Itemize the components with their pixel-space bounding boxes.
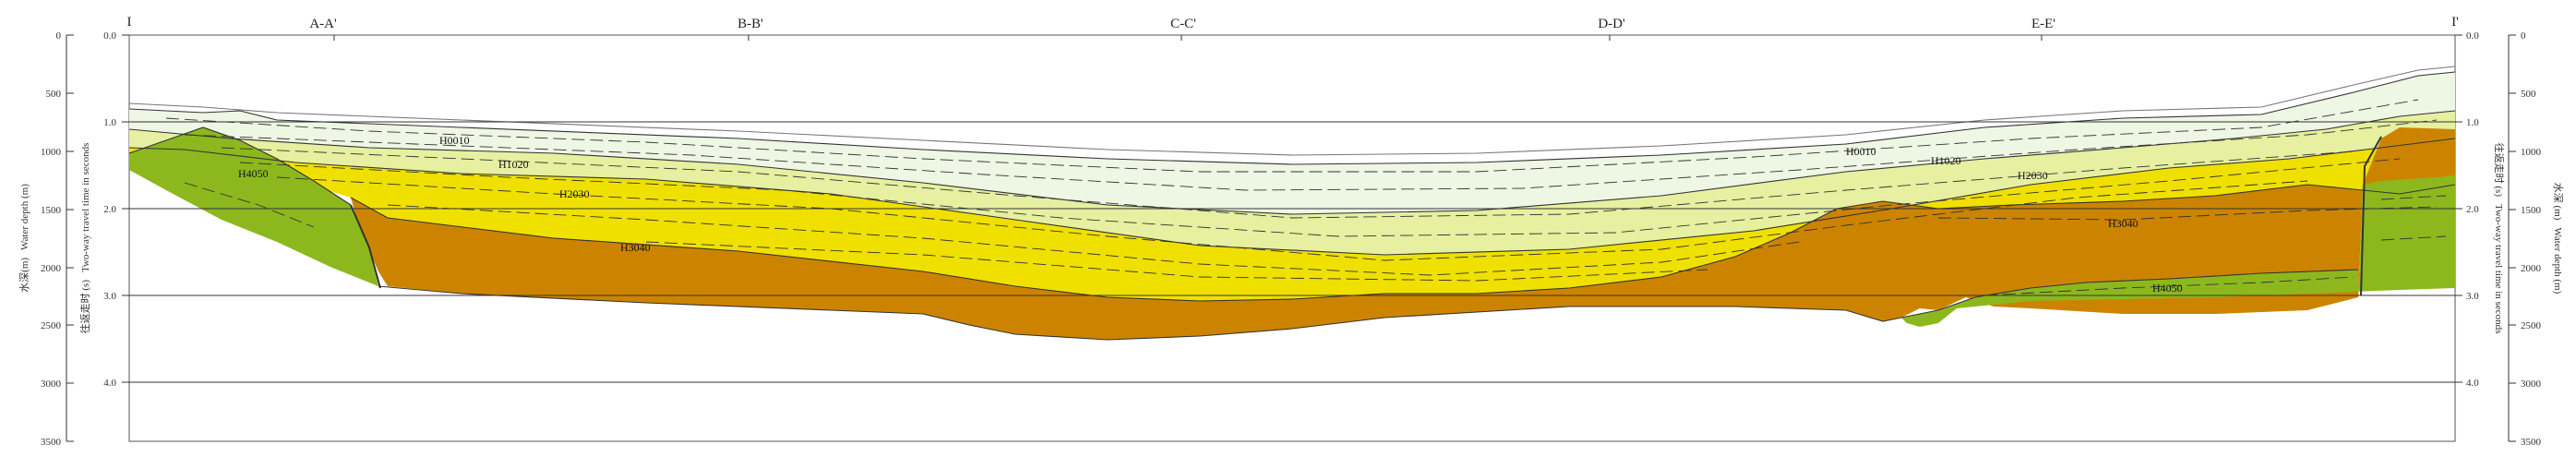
reflector	[387, 204, 1801, 276]
unit-h3040-fill	[351, 127, 2455, 340]
twt-tick-label: 3.0	[2466, 291, 2479, 302]
twt-tick-label: 2.0	[103, 204, 116, 215]
unit-label-h4050-right: H4050	[2152, 282, 2183, 295]
crossing-label-b: B-B'	[737, 17, 763, 31]
depth-tick-label: 3000	[41, 379, 62, 390]
unit-h0010-fill	[129, 72, 2455, 214]
horizon-h2030-line	[128, 138, 2456, 256]
reflector	[276, 176, 2308, 261]
horizon-h4050-right-line	[1900, 269, 2359, 319]
twt-tick-label: 1.0	[2466, 117, 2479, 128]
right-inner-axis-title: 往返走时 (s)Two-way travel time in seconds	[2493, 143, 2506, 334]
seabed-line	[128, 71, 2456, 165]
depth-tick-label: 3000	[2521, 379, 2542, 390]
unit-label-h1020-right: H1020	[1931, 154, 1961, 167]
depth-tick-label: 2000	[2521, 263, 2542, 274]
depth-tick-label: 500	[2521, 89, 2536, 100]
depth-tick-label: 2000	[41, 263, 62, 274]
depth-tick-label: 3500	[41, 437, 62, 448]
left-outer-axis-title: 水深(m)Water depth (m)	[18, 184, 30, 293]
crossing-label-c: C-C'	[1170, 17, 1196, 31]
reflector	[2380, 195, 2447, 200]
crossing-label-d: D-D'	[1598, 17, 1625, 31]
reflector	[2380, 235, 2447, 241]
reflector	[184, 182, 315, 228]
unit-label-h2030-left: H2030	[559, 187, 590, 200]
unit-label-h3040-left: H3040	[620, 241, 651, 254]
depth-tick-label: 500	[46, 89, 62, 100]
reflector	[1983, 276, 2354, 296]
left-twt-tick-labels: 0.0 1.0 2.0 3.0 4.0	[103, 30, 116, 389]
unit-label-h1020-left: H1020	[498, 158, 529, 171]
depth-tick-label: 2500	[41, 320, 62, 331]
section-end-right: I'	[2451, 15, 2459, 30]
horizon-h3040-line	[350, 184, 2456, 302]
twt-tick-label: 0.0	[103, 30, 116, 42]
depth-tick-label: 1500	[41, 205, 62, 216]
reflector	[221, 147, 2354, 219]
crossing-markers	[333, 35, 2043, 41]
reflector	[165, 99, 2419, 173]
unit-label-h0010-right: H0010	[1846, 145, 1876, 158]
twt-tick-label: 4.0	[2466, 378, 2479, 389]
left-depth-axis	[66, 34, 74, 442]
horizon-h4050-left-top	[128, 126, 352, 206]
horizon-h4050-line	[377, 285, 1902, 341]
unit-label-h0010-left: H0010	[439, 134, 470, 147]
right-depth-tick-labels: 0 500 1000 1500 2000 2500 3000 3500	[2521, 30, 2542, 448]
horizon-lines	[128, 66, 2456, 341]
depth-tick-label: 1500	[2521, 205, 2542, 216]
seabed-line-upper	[128, 66, 2456, 156]
right-twt-tick-labels: 0.0 1.0 2.0 3.0 4.0	[2466, 30, 2479, 389]
crossing-label-e: E-E'	[2031, 17, 2055, 31]
reflector	[184, 119, 2438, 191]
depth-tick-label: 3500	[2521, 437, 2542, 448]
left-inner-axis-title: 往返走时 (s)Two-way travel time in seconds	[78, 143, 91, 334]
twt-tick-label: 2.0	[2466, 204, 2479, 215]
unit-label-h2030-right: H2030	[2018, 169, 2048, 182]
unit-label-h3040-right: H3040	[2108, 217, 2139, 230]
right-outer-axis-title: 水深 (m)Water depth (m)	[2552, 183, 2564, 295]
depth-tick-label: 0	[56, 30, 62, 42]
horizon-h1020-line	[128, 110, 2456, 215]
twt-tick-label: 3.0	[103, 291, 116, 302]
right-twt-axis	[2455, 34, 2462, 383]
twt-tick-label: 0.0	[2466, 30, 2479, 42]
depth-tick-label: 1000	[41, 147, 62, 158]
reflector	[645, 241, 1708, 282]
depth-tick-label: 0	[2521, 30, 2526, 42]
unit-label-h4050-left: H4050	[238, 167, 269, 180]
unit-h1020-fill	[129, 111, 2455, 255]
unit-h4050-right-fill	[1901, 175, 2455, 327]
unit-h4050-left-fill	[129, 127, 378, 286]
left-depth-tick-labels: 0 500 1000 1500 2000 2500 3000 3500	[41, 30, 62, 448]
unit-labels: H0010 H1020 H2030 H3040 H4050 H0010 H102…	[238, 134, 2183, 295]
right-depth-axis	[2508, 34, 2516, 442]
depth-tick-label: 2500	[2521, 320, 2542, 331]
left-twt-axis	[122, 34, 129, 383]
twt-tick-label: 4.0	[103, 378, 116, 389]
reflector	[239, 158, 2401, 237]
section-end-left: I	[127, 15, 132, 30]
depth-tick-label: 1000	[2521, 147, 2542, 158]
crossing-label-a: A-A'	[309, 17, 337, 31]
fault-right	[2360, 136, 2382, 296]
twt-gridlines	[129, 121, 2455, 383]
fault-left	[350, 204, 381, 289]
twt-tick-label: 1.0	[103, 117, 116, 128]
